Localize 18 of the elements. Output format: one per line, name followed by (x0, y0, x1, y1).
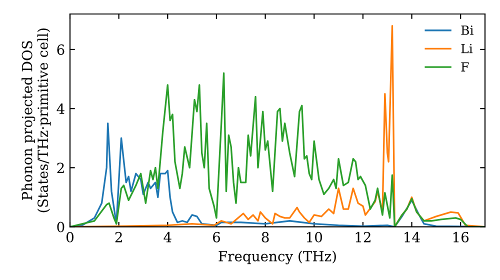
legend-label: Bi (461, 26, 474, 35)
x-tick-label: 4 (164, 232, 172, 242)
x-tick-label: 8 (262, 232, 269, 242)
x-tick-label: 2 (115, 232, 122, 242)
y-tick-label: 4 (56, 104, 64, 114)
x-tick-label: 14 (404, 232, 420, 242)
x-tick-label: 12 (356, 232, 370, 242)
x-tick-label: 6 (212, 232, 220, 242)
x-tick-label: 10 (306, 232, 322, 242)
y-tick-label: 6 (57, 44, 64, 55)
legend-label: Li (461, 44, 473, 54)
y-tick-label: 0 (57, 222, 64, 232)
y-tick-label: 2 (57, 162, 64, 173)
x-tick-label: 16 (453, 232, 469, 242)
x-axis-title: Frequency (THz) (218, 250, 336, 264)
y-axis-title: Phonon projected DOS (States/THz·primitive cell) (22, 28, 51, 212)
legend-label: F (461, 62, 469, 72)
x-tick-label: 0 (66, 232, 74, 242)
